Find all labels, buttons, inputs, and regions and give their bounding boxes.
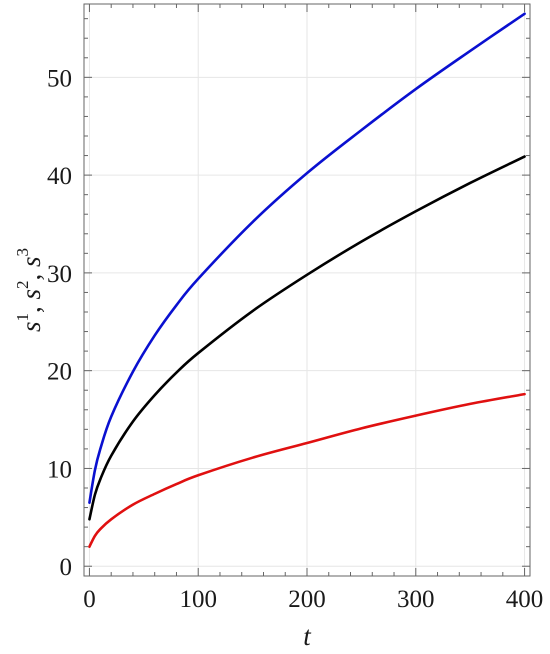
y-tick-label: 50 (47, 65, 72, 92)
series-lines (88, 12, 526, 548)
y-tick-label: 20 (47, 359, 72, 386)
y-tick-label: 10 (47, 456, 72, 483)
y-tick-label: 30 (47, 261, 72, 288)
y-axis-label: s1, s2, s3​ (13, 248, 46, 332)
x-tick-label: 100 (179, 586, 217, 613)
grid (84, 4, 530, 576)
x-tick-label: 0 (83, 586, 96, 613)
y-tick-label: 0 (60, 554, 73, 581)
series-line-2 (88, 155, 526, 521)
x-axis-label: t (303, 621, 312, 651)
x-tick-label: 400 (506, 586, 544, 613)
x-tick-label: 200 (288, 586, 326, 613)
axis-ticks: 0 100 200 300 400 0 10 20 30 40 50 (47, 4, 543, 613)
series-line-3 (88, 392, 526, 548)
series-line-1 (88, 12, 526, 504)
y-tick-label: 40 (47, 163, 72, 190)
x-tick-label: 300 (397, 586, 435, 613)
